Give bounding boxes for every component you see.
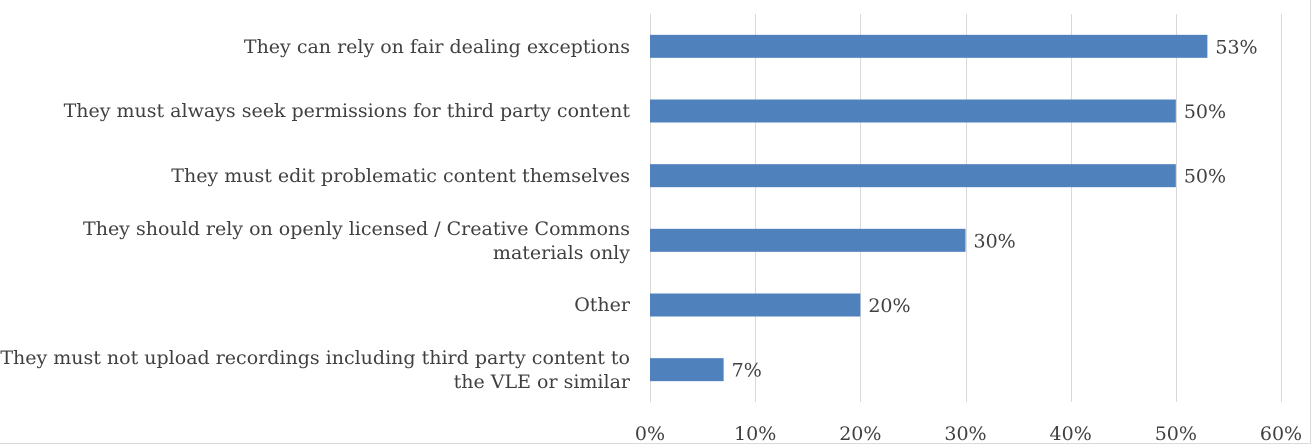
x-tick-label: 60% [1260, 423, 1302, 445]
data-label: 30% [974, 230, 1016, 252]
x-tick-label: 10% [734, 423, 776, 445]
x-tick-label: 30% [944, 423, 986, 445]
bar [650, 293, 861, 317]
category-label: Other [574, 294, 630, 316]
bar [650, 99, 1176, 123]
bar [650, 34, 1208, 58]
category-label: They must not upload recordings includin… [0, 347, 630, 393]
bar [650, 164, 1176, 188]
data-label: 53% [1215, 36, 1257, 58]
bar [650, 358, 724, 382]
category-label: They can rely on fair dealing exceptions [243, 36, 630, 58]
x-tick-label: 20% [839, 423, 881, 445]
category-label: They must always seek permissions for th… [63, 100, 630, 122]
category-label: They should rely on openly licensed / Cr… [83, 218, 630, 264]
bar [650, 228, 966, 252]
x-tick-label: 40% [1050, 423, 1092, 445]
category-label: They must edit problematic content thems… [171, 165, 630, 187]
data-label: 20% [868, 295, 910, 317]
data-label: 50% [1184, 101, 1226, 123]
data-label: 7% [732, 360, 762, 382]
data-label: 50% [1184, 166, 1226, 188]
x-tick-label: 0% [635, 423, 665, 445]
x-tick-label: 50% [1155, 423, 1197, 445]
